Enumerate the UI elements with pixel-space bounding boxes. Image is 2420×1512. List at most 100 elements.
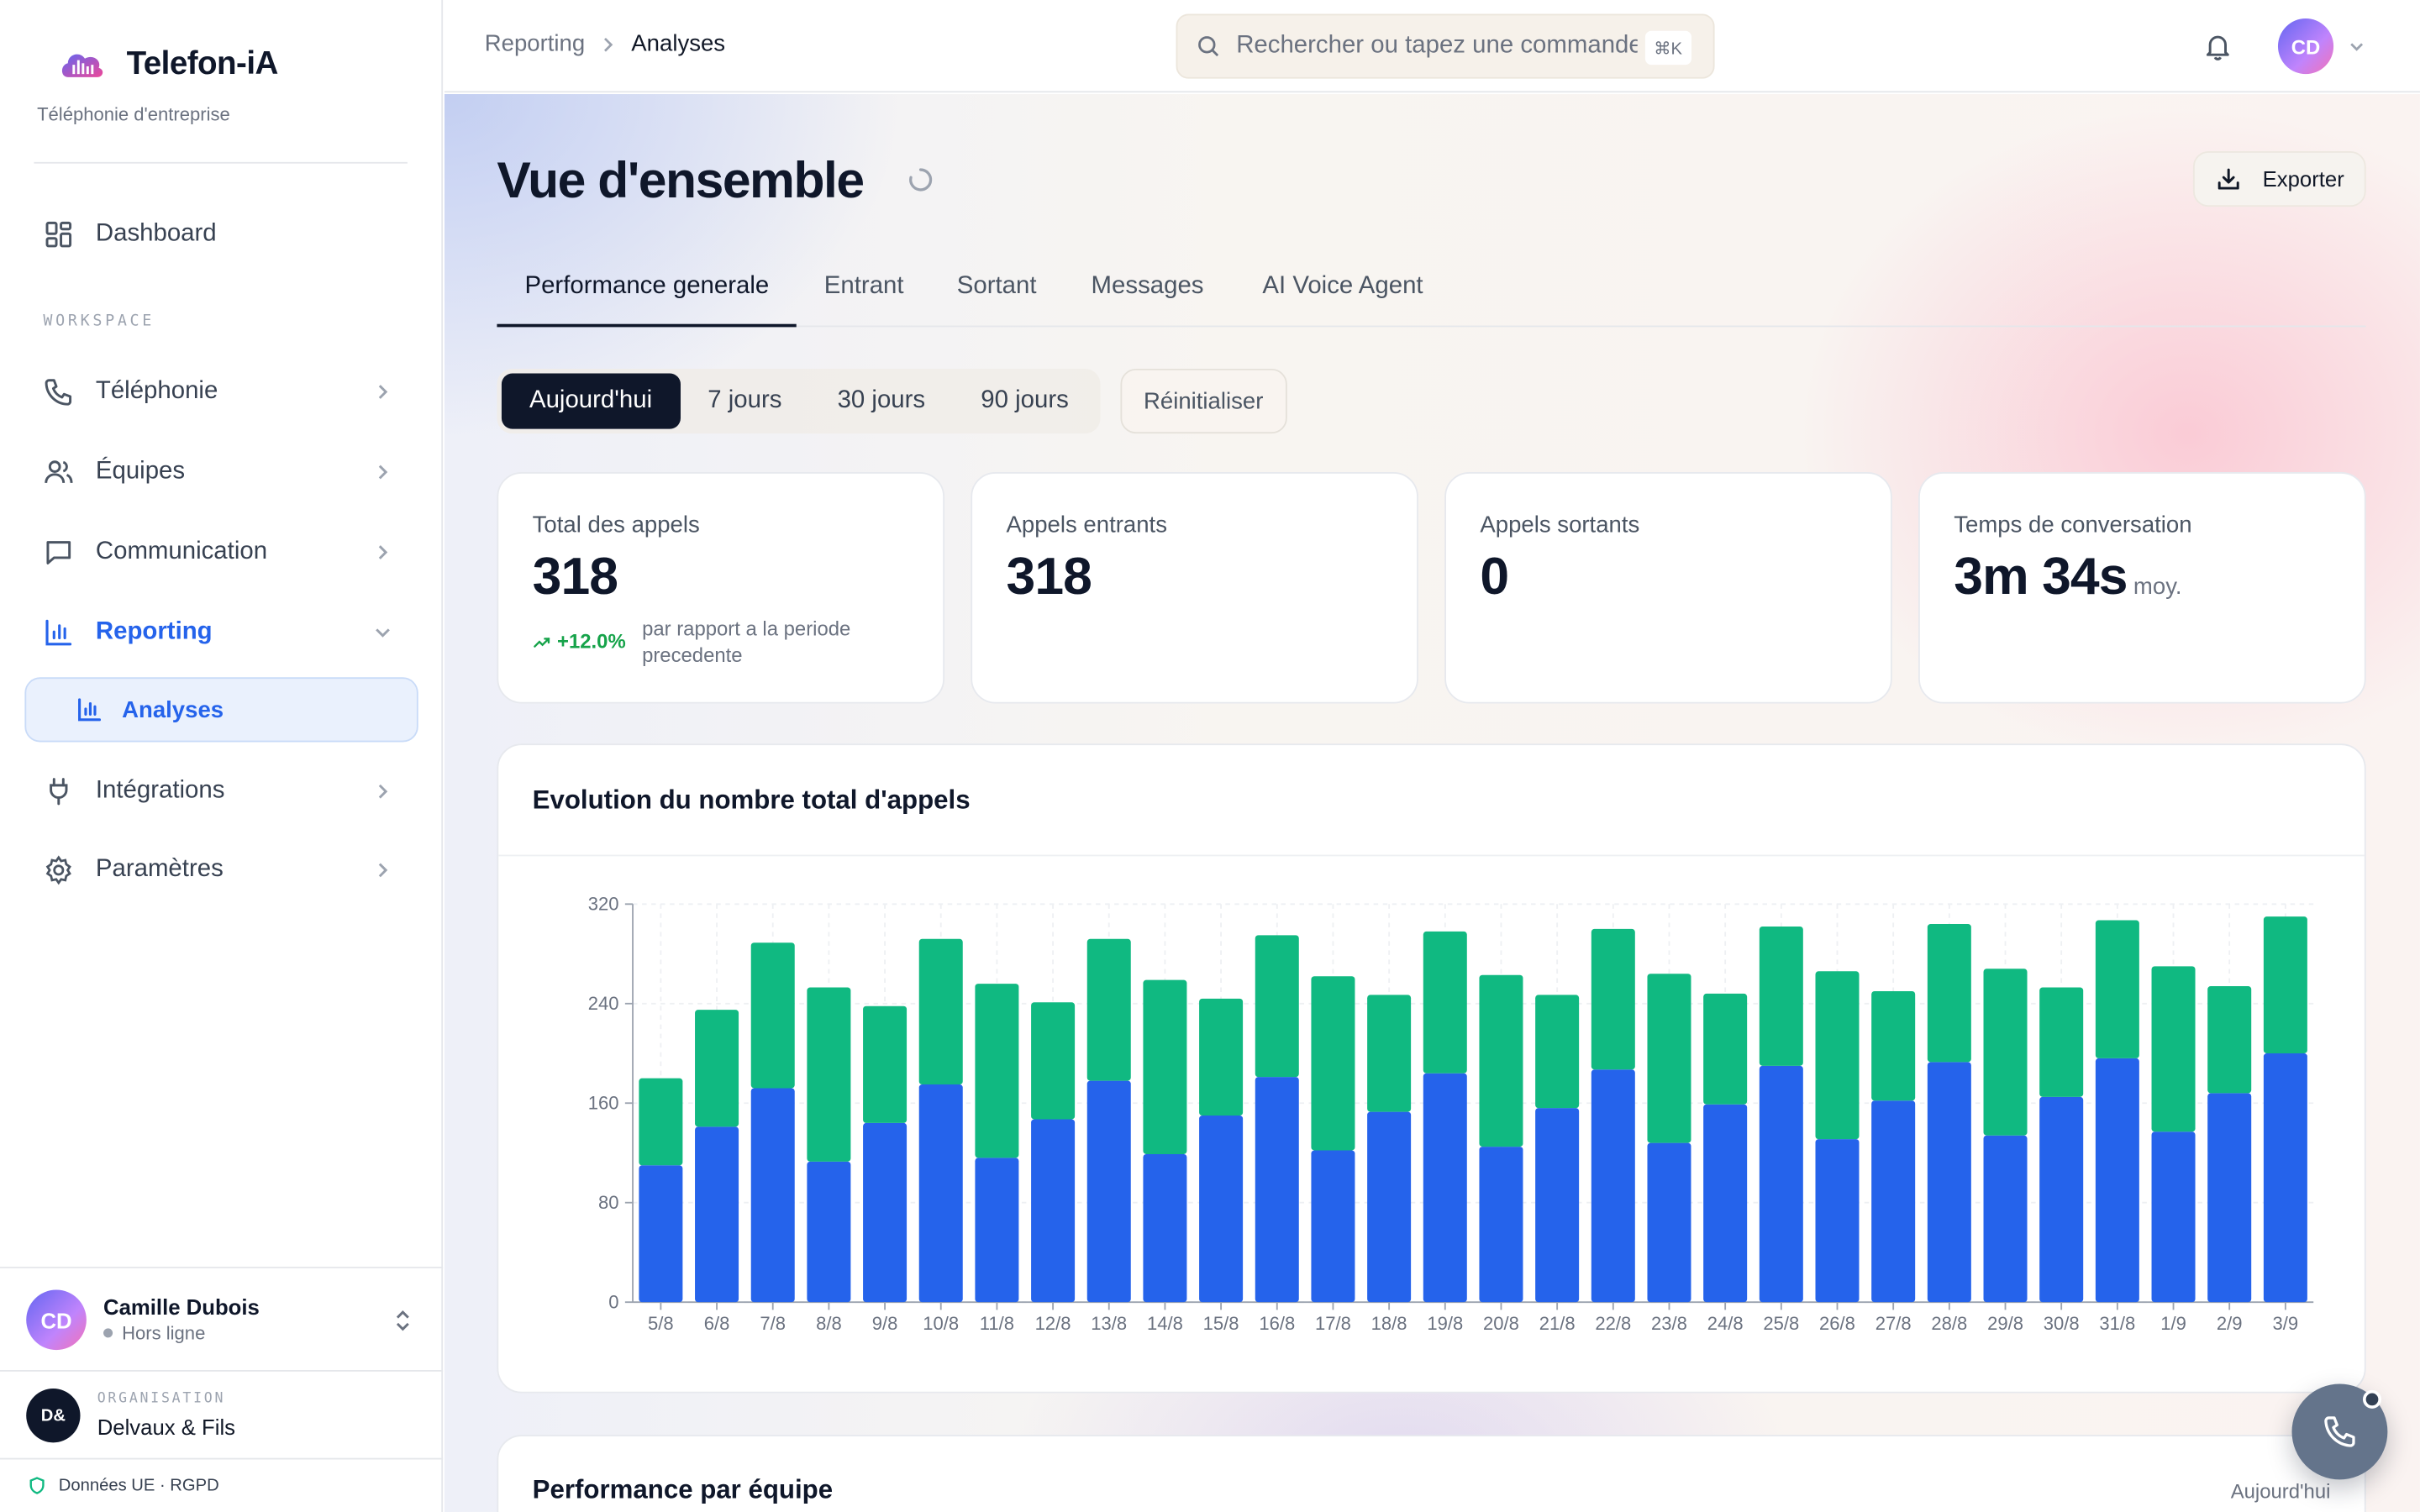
bar-segment-secondary <box>695 1010 739 1127</box>
y-tick-label: 0 <box>608 1292 618 1313</box>
search-bar[interactable]: ⌘K <box>1176 13 1715 79</box>
x-tick-label: 13/8 <box>1091 1313 1127 1331</box>
kpi-card-total-calls: Total des appels 318 +12.0% par rapport … <box>497 472 945 704</box>
bar-segment-primary <box>1031 1119 1076 1303</box>
x-tick-label: 1/9 <box>2160 1313 2186 1331</box>
bar-segment-primary <box>1535 1108 1580 1303</box>
export-button[interactable]: Exporter <box>2192 150 2366 207</box>
bar-segment-primary <box>863 1122 908 1303</box>
sidebar-item-parametres[interactable]: Paramètres <box>24 839 418 900</box>
logo-icon <box>61 54 103 77</box>
x-tick-label: 2/9 <box>2217 1313 2243 1331</box>
x-tick-label: 3/9 <box>2273 1313 2299 1331</box>
bar-segment-secondary <box>1479 974 1523 1147</box>
bar-segment-primary <box>1871 1100 1916 1303</box>
bar-segment-secondary <box>1199 998 1244 1116</box>
tab-performance[interactable]: Performance generale <box>497 273 797 328</box>
sidebar-item-label: Paramètres <box>95 856 224 883</box>
bar-segment-primary <box>2151 1131 2196 1303</box>
sidebar-item-telephonie[interactable]: Téléphonie <box>24 361 418 423</box>
bar-segment-secondary <box>1423 931 1467 1074</box>
tab-entrant[interactable]: Entrant <box>823 273 904 300</box>
bar-segment-secondary <box>1759 926 1803 1066</box>
divider <box>34 161 408 164</box>
kpi-trend-text: par rapport a la periode precedente <box>642 617 851 667</box>
loading-spinner-icon <box>909 168 933 192</box>
chevron-up-down-icon <box>396 1310 409 1331</box>
kpi-card-talk-time: Temps de conversation 3m 34s moy. <box>1918 472 2366 704</box>
org-label: ORGANISATION <box>97 1391 226 1408</box>
search-input[interactable] <box>1236 32 1638 60</box>
range-30-days[interactable]: 30 jours <box>837 387 926 414</box>
tab-sortant[interactable]: Sortant <box>956 273 1037 300</box>
bar-chart-icon <box>78 698 102 722</box>
kpi-card-outbound-calls: Appels sortants 0 <box>1444 472 1892 704</box>
bar-chart-icon <box>43 617 74 648</box>
organization-switcher[interactable]: D& ORGANISATION Delvaux & Fils <box>0 1369 444 1458</box>
sidebar-item-communication[interactable]: Communication <box>24 522 418 583</box>
chevron-right-icon <box>378 465 388 480</box>
sidebar-subitem-analyses[interactable]: Analyses <box>24 677 418 743</box>
x-tick-label: 20/8 <box>1483 1313 1519 1331</box>
sidebar-item-dashboard[interactable]: Dashboard <box>24 203 418 265</box>
range-7-days[interactable]: 7 jours <box>708 387 782 414</box>
bar-segment-secondary <box>1871 990 1916 1101</box>
bar-segment-secondary <box>975 984 1019 1158</box>
bar-segment-secondary <box>750 942 795 1089</box>
calls-chart-card: Evolution du nombre total d'appels 0 80 16… <box>497 743 2366 1394</box>
x-tick-label: 11/8 <box>980 1313 1014 1331</box>
search-icon <box>1198 36 1219 57</box>
y-tick-label: 80 <box>598 1192 619 1213</box>
team-card-range: Aujourd'hui <box>2230 1479 2331 1503</box>
user-menu[interactable]: CD Camille Dubois Hors ligne <box>0 1266 444 1370</box>
chevron-right-icon <box>378 863 388 878</box>
chevron-down-icon[interactable] <box>2348 37 2366 55</box>
bar-segment-primary <box>2263 1053 2307 1303</box>
sidebar-item-integrations[interactable]: Intégrations <box>24 760 418 822</box>
data-compliance-note: Données UE · RGPD <box>0 1457 444 1512</box>
tab-messages[interactable]: Messages <box>1091 273 1204 300</box>
date-range-selector: Aujourd'hui 7 jours 30 jours 90 jours <box>497 368 1102 434</box>
bell-icon[interactable] <box>2202 31 2233 62</box>
user-status: Hors ligne <box>103 1322 205 1344</box>
x-tick-label: 30/8 <box>2044 1313 2080 1331</box>
breadcrumb-item[interactable]: Reporting <box>484 30 586 57</box>
bar-segment-primary <box>1759 1065 1803 1303</box>
x-tick-label: 16/8 <box>1259 1313 1295 1331</box>
x-tick-label: 27/8 <box>1876 1313 1912 1331</box>
sidebar-item-reporting[interactable]: Reporting <box>24 601 418 663</box>
bar-segment-primary <box>1703 1104 1748 1303</box>
bar-segment-primary <box>918 1084 963 1303</box>
sidebar-item-equipes[interactable]: Équipes <box>24 441 418 502</box>
x-tick-label: 17/8 <box>1315 1313 1351 1331</box>
sidebar-item-label: Communication <box>95 538 268 565</box>
range-90-days[interactable]: 90 jours <box>981 387 1069 414</box>
avatar: CD <box>26 1289 87 1351</box>
chevron-right-icon <box>378 545 388 559</box>
user-status-text: Hors ligne <box>122 1322 206 1344</box>
bar-segment-primary <box>750 1088 795 1303</box>
bar-segment-secondary <box>2207 986 2252 1094</box>
range-today[interactable]: Aujourd'hui <box>501 373 681 429</box>
divider <box>498 854 2365 857</box>
bar-segment-secondary <box>1086 938 1131 1081</box>
kpi-value: 3m 34s moy. <box>1954 548 2181 608</box>
reset-button[interactable]: Réinitialiser <box>1120 368 1286 434</box>
y-tick-label: 320 <box>588 894 619 915</box>
brand[interactable]: Telefon-iA <box>59 46 278 83</box>
bar-segment-primary <box>1086 1080 1131 1303</box>
x-tick-label: 28/8 <box>1931 1313 1967 1331</box>
x-tick-label: 14/8 <box>1147 1313 1183 1331</box>
phone-icon <box>2324 1416 2355 1447</box>
bar-segment-secondary <box>1703 993 1748 1105</box>
x-tick-label: 19/8 <box>1427 1313 1463 1331</box>
bar-segment-secondary <box>2263 916 2307 1054</box>
tab-ai-voice-agent[interactable]: AI Voice Agent <box>1262 273 1423 300</box>
call-fab-button[interactable] <box>2291 1383 2388 1480</box>
bar-segment-secondary <box>918 938 963 1085</box>
gear-icon <box>43 855 74 886</box>
breadcrumb: Reporting Analyses <box>485 31 725 57</box>
profile-avatar[interactable]: CD <box>2277 18 2334 75</box>
x-tick-label: 24/8 <box>1707 1313 1744 1331</box>
bar-segment-primary <box>1983 1135 2028 1303</box>
